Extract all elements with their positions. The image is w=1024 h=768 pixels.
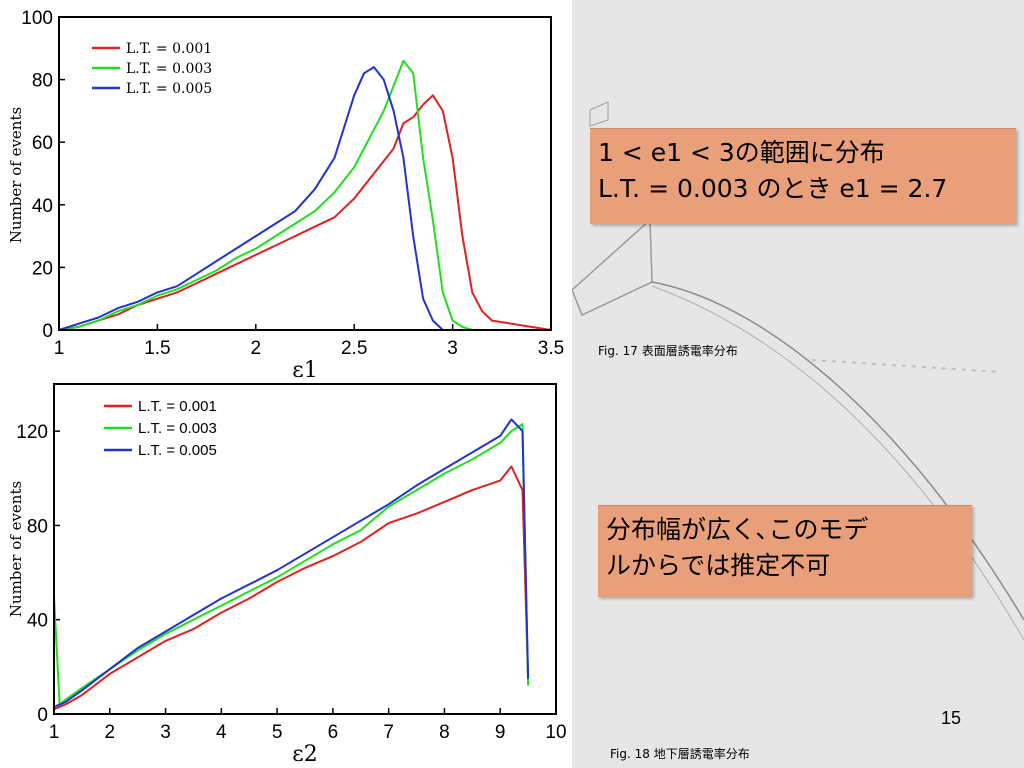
page-number: 15 (941, 708, 962, 728)
x-axis-label: ε1 (292, 358, 317, 383)
legend: L.T. = 0.001 L.T. = 0.003 L.T. = 0.005 (92, 41, 212, 97)
x-axis-label: ε2 (292, 742, 317, 767)
series-line (53, 465, 530, 711)
y-tick-label: 20 (32, 258, 53, 279)
legend-label: L.T. = 0.003 (138, 420, 217, 437)
figure-caption: Fig. 17 表面層誘電率分布 (598, 344, 738, 358)
y-tick-label: 80 (27, 516, 48, 537)
callout-line: 1 < e1 < 3の範囲に分布 (598, 138, 885, 167)
plot-frame (53, 383, 557, 715)
series-lines (53, 418, 530, 711)
series-line (53, 418, 530, 708)
legend: L.T. = 0.001 L.T. = 0.003 L.T. = 0.005 (104, 398, 217, 459)
y-tick-label: 120 (16, 422, 48, 443)
y-axis-label: Number of events (7, 481, 25, 617)
legend-label: L.T. = 0.005 (126, 81, 212, 97)
y-tick-label: 60 (32, 133, 53, 154)
callout-line: L.T. = 0.003 のとき e1 = 2.7 (598, 174, 948, 203)
x-tick-label: 2.5 (341, 338, 367, 359)
y-axis-label: Number of events (7, 107, 25, 243)
axis-ticks: 1 2 3 4 5 6 7 8 9 10 0 40 80 120 (16, 422, 566, 743)
x-tick-label: 3.5 (538, 338, 564, 359)
series-line (58, 94, 552, 331)
y-tick-label: 0 (42, 321, 53, 342)
y-tick-label: 0 (37, 705, 48, 726)
figure-caption: Fig. 18 地下層誘電率分布 (610, 747, 750, 761)
callout-line: ルからでは推定不可 (606, 551, 831, 580)
x-tick-label: 2 (104, 722, 115, 743)
y-tick-label: 80 (32, 71, 53, 92)
legend-label: L.T. = 0.005 (138, 442, 217, 459)
legend-label: L.T. = 0.001 (138, 398, 217, 415)
x-tick-label: 8 (439, 722, 450, 743)
plot-frame (58, 16, 552, 331)
x-tick-label: 1.5 (144, 338, 170, 359)
series-line (58, 59, 473, 331)
x-tick-label: 2 (251, 338, 262, 359)
callout-subsurface-result: 分布幅が広く､このモデ ルからでは推定不可 (598, 505, 972, 597)
legend-label: L.T. = 0.003 (126, 61, 212, 77)
axis-ticks: 1 1.5 2 2.5 3 3.5 0 20 40 60 80 100 (21, 8, 564, 359)
x-tick-label: 9 (495, 722, 506, 743)
x-tick-label: 5 (272, 722, 283, 743)
background-sketch (572, 101, 1024, 641)
y-tick-label: 40 (27, 611, 48, 632)
legend-label: L.T. = 0.001 (126, 41, 212, 57)
y-tick-label: 40 (32, 196, 53, 217)
chart-subsurface-permittivity: Number of events ε2 1 2 3 4 5 6 7 8 9 1004080120 … (7, 383, 567, 767)
x-tick-label: 1 (54, 338, 65, 359)
x-tick-label: 7 (383, 722, 394, 743)
x-tick-label: 3 (160, 722, 171, 743)
x-tick-label: 3 (447, 338, 458, 359)
callout-line: 分布幅が広く､このモデ (606, 515, 869, 544)
chart-surface-permittivity: Number of events ε1 1 1.5 2 2.5 3 3.5 0 20 40 60 8… (7, 8, 564, 383)
series-lines (58, 59, 552, 331)
x-tick-label: 1 (49, 722, 60, 743)
series-line (58, 66, 444, 331)
series-line (53, 423, 530, 706)
x-tick-label: 4 (216, 722, 227, 743)
y-tick-label: 100 (21, 8, 53, 29)
x-tick-label: 6 (328, 722, 339, 743)
callout-surface-result: 1 < e1 < 3の範囲に分布 L.T. = 0.003 のとき e1 = 2… (590, 128, 1016, 224)
x-tick-label: 10 (545, 722, 566, 743)
